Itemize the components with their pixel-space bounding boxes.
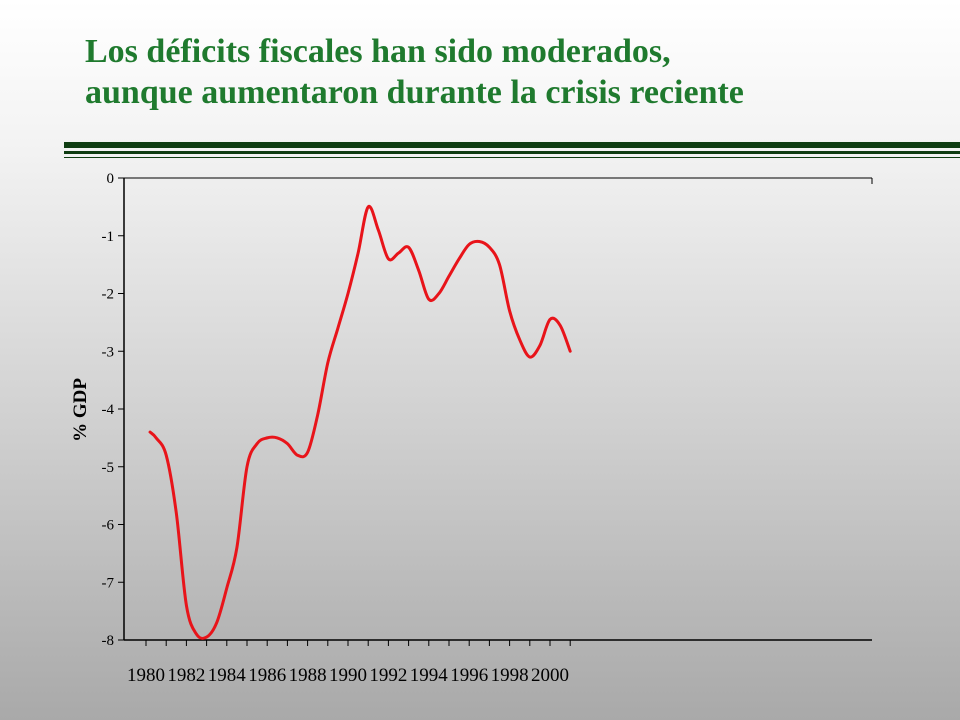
x-tick-label: 1984: [208, 665, 247, 686]
x-tick-label: 1988: [289, 665, 327, 686]
x-axis-ticks: 1980 1982 1984 1986 1988 1990 1992 1994 1996 1998…: [127, 640, 571, 686]
x-tick-label: 1986: [248, 665, 286, 686]
y-tick-label: -6: [102, 518, 115, 534]
y-tick-label: -1: [102, 229, 115, 245]
fiscal-balance-line: [148, 204, 572, 640]
y-tick-label: -5: [102, 460, 115, 476]
x-tick-label: 1992: [369, 665, 407, 686]
y-tick-label: -4: [102, 402, 115, 418]
x-tick-label: 1990: [329, 665, 367, 686]
x-tick-label: 1998: [491, 665, 529, 686]
chart-axes: [123, 177, 873, 641]
y-tick-label: -3: [102, 344, 115, 360]
y-tick-label: -2: [102, 287, 115, 303]
y-axis-ticks: 0 -1 -2 -3 -4 -5 -6 -7 -8: [102, 171, 124, 649]
x-tick-label: 1996: [450, 665, 488, 686]
title-divider-thick: [64, 142, 960, 148]
slide-title-line-2: aunque aumentaron durante la crisis reci…: [85, 73, 744, 111]
x-tick-label: 1994: [410, 665, 449, 686]
y-axis-label: % GDP: [70, 378, 91, 442]
slide-title: Los déficits fiscales han sido moderados…: [85, 32, 925, 114]
chart-series: [148, 204, 572, 640]
title-divider-thin: [64, 157, 960, 158]
y-tick-label: 0: [107, 171, 115, 187]
title-divider-medium: [64, 151, 960, 154]
x-tick-label: 1980: [127, 665, 165, 686]
slide-title-line-1: Los déficits fiscales han sido moderados…: [85, 33, 671, 70]
x-tick-label: 2000: [531, 665, 569, 686]
y-tick-label: -8: [102, 633, 115, 649]
x-tick-label: 1982: [167, 665, 205, 686]
y-tick-label: -7: [102, 575, 115, 591]
